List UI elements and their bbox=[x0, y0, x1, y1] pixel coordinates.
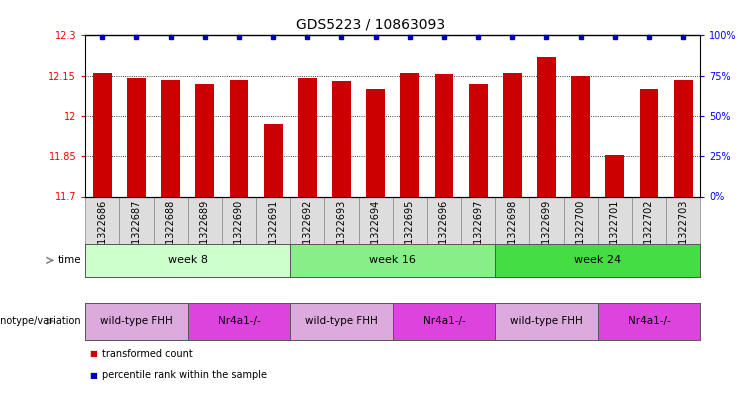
Bar bbox=[537, 57, 556, 196]
Text: week 8: week 8 bbox=[167, 255, 207, 265]
Bar bbox=[196, 84, 214, 196]
Text: Nr4a1-/-: Nr4a1-/- bbox=[422, 316, 465, 326]
Text: transformed count: transformed count bbox=[102, 349, 192, 359]
Bar bbox=[230, 80, 248, 196]
Bar bbox=[571, 75, 590, 196]
Bar bbox=[162, 80, 180, 196]
Text: wild-type FHH: wild-type FHH bbox=[510, 316, 583, 326]
Bar bbox=[434, 74, 453, 196]
Text: percentile rank within the sample: percentile rank within the sample bbox=[102, 370, 267, 380]
Text: Nr4a1-/-: Nr4a1-/- bbox=[628, 316, 671, 326]
Text: wild-type FHH: wild-type FHH bbox=[305, 316, 378, 326]
Text: Nr4a1-/-: Nr4a1-/- bbox=[218, 316, 260, 326]
Text: ■: ■ bbox=[89, 371, 97, 380]
Bar bbox=[469, 84, 488, 196]
Bar bbox=[332, 81, 351, 196]
Bar bbox=[264, 124, 282, 196]
Text: time: time bbox=[58, 255, 82, 265]
Text: week 16: week 16 bbox=[369, 255, 416, 265]
Bar bbox=[639, 89, 659, 196]
Bar bbox=[366, 89, 385, 196]
Bar bbox=[298, 78, 316, 196]
Text: GDS5223 / 10863093: GDS5223 / 10863093 bbox=[296, 18, 445, 32]
Text: ■: ■ bbox=[89, 349, 97, 358]
Bar bbox=[605, 155, 624, 196]
Bar bbox=[400, 73, 419, 196]
Bar bbox=[127, 78, 146, 196]
Bar bbox=[503, 73, 522, 196]
Text: week 24: week 24 bbox=[574, 255, 621, 265]
Bar bbox=[674, 80, 693, 196]
Text: wild-type FHH: wild-type FHH bbox=[100, 316, 173, 326]
Text: genotype/variation: genotype/variation bbox=[0, 316, 82, 326]
Bar bbox=[93, 73, 112, 196]
